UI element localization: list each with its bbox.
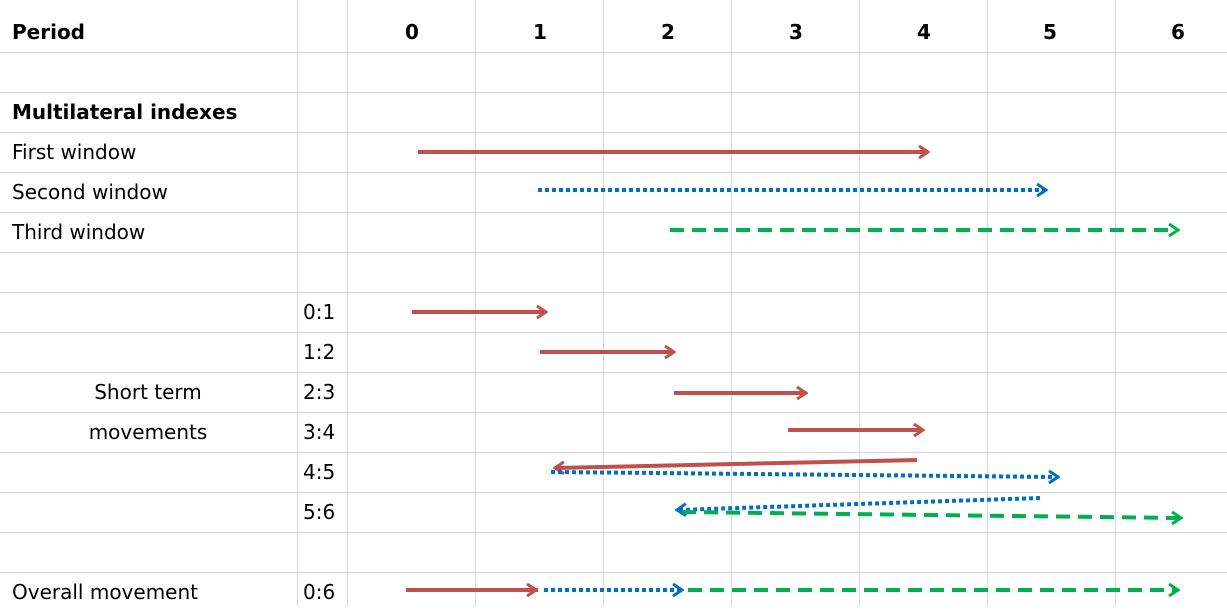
movement-label: 0:6 bbox=[303, 580, 336, 604]
section-title: Multilateral indexes bbox=[12, 100, 238, 124]
arrow bbox=[681, 510, 1181, 518]
header-title: Period bbox=[12, 20, 85, 44]
movement-label: 5:6 bbox=[303, 500, 336, 524]
section-label: Short term movements bbox=[88, 380, 208, 444]
movement-label: 0:1 bbox=[303, 300, 336, 324]
period-label: 1 bbox=[533, 20, 547, 44]
period-label: 4 bbox=[917, 20, 931, 44]
movement-label: 4:5 bbox=[303, 460, 336, 484]
arrow bbox=[677, 496, 1041, 510]
period-label: 6 bbox=[1171, 20, 1185, 44]
row-label: First window bbox=[12, 140, 137, 164]
arrow bbox=[550, 472, 1058, 477]
row-label: Overall movement bbox=[12, 580, 198, 604]
movement-label: 2:3 bbox=[303, 380, 336, 404]
period-label: 0 bbox=[405, 20, 419, 44]
movement-label: 1:2 bbox=[303, 340, 336, 364]
arrow bbox=[555, 458, 918, 468]
row-label: Third window bbox=[12, 220, 146, 244]
movement-label: 3:4 bbox=[303, 420, 336, 444]
period-label: 2 bbox=[661, 20, 675, 44]
period-label: 5 bbox=[1043, 20, 1057, 44]
period-label: 3 bbox=[789, 20, 803, 44]
arrows bbox=[406, 152, 1181, 590]
row-label: Second window bbox=[12, 180, 168, 204]
